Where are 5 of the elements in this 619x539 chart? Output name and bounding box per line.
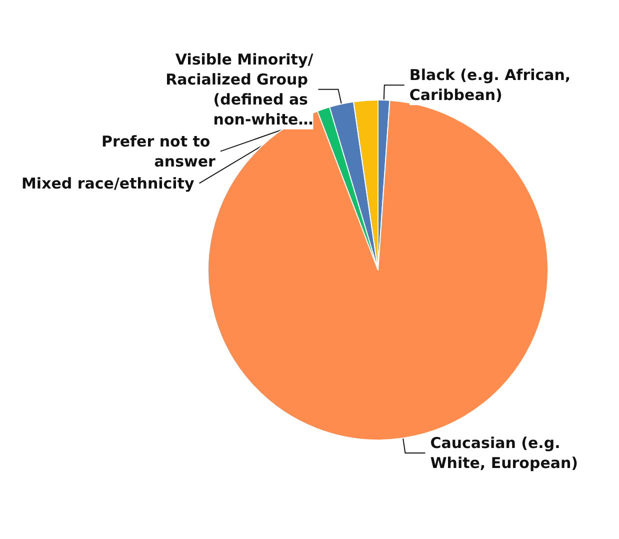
slice-label: Prefer not to answer bbox=[101, 132, 216, 170]
slice-label: Mixed race/ethnicity bbox=[21, 174, 194, 192]
slice-label: Visible Minority/Racialized Group (defined as non-white… bbox=[166, 50, 314, 128]
slice-label: Black (e.g. African, Caribbean) bbox=[409, 66, 576, 104]
slice-label: Caucasian (e.g. White, European) bbox=[430, 434, 578, 472]
